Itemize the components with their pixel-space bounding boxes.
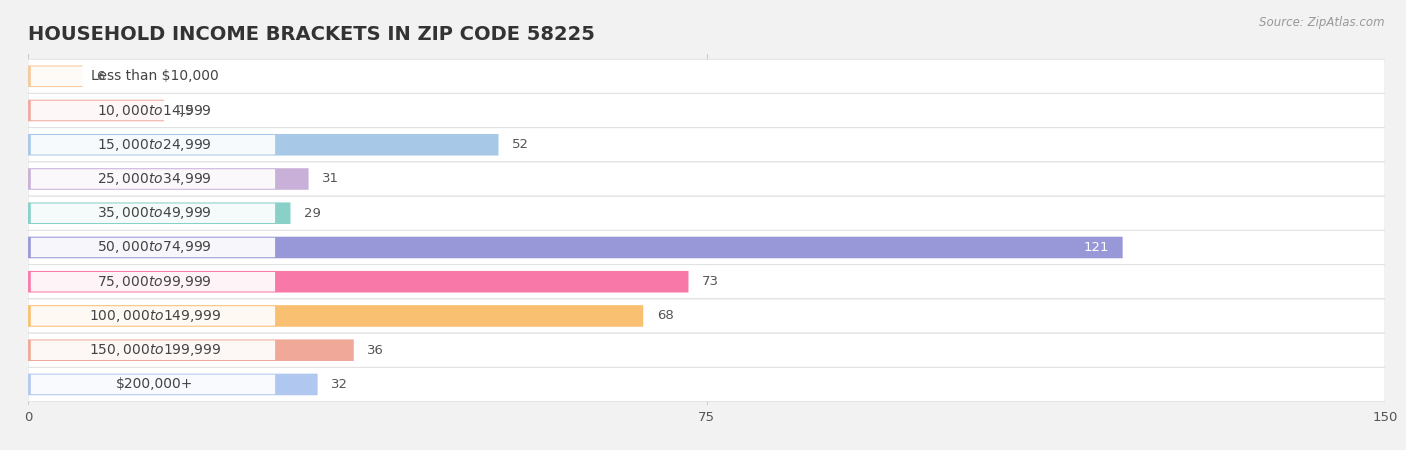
- Text: 31: 31: [322, 172, 339, 185]
- Text: 15: 15: [177, 104, 194, 117]
- FancyBboxPatch shape: [28, 128, 1385, 162]
- FancyBboxPatch shape: [28, 368, 1385, 401]
- FancyBboxPatch shape: [28, 271, 689, 292]
- Text: $10,000 to $14,999: $10,000 to $14,999: [97, 103, 212, 118]
- FancyBboxPatch shape: [31, 169, 276, 189]
- FancyBboxPatch shape: [28, 237, 1122, 258]
- Text: $50,000 to $74,999: $50,000 to $74,999: [97, 239, 212, 256]
- FancyBboxPatch shape: [28, 59, 1385, 93]
- FancyBboxPatch shape: [28, 374, 318, 395]
- Text: 6: 6: [96, 70, 104, 83]
- FancyBboxPatch shape: [28, 94, 1385, 127]
- Text: $150,000 to $199,999: $150,000 to $199,999: [89, 342, 221, 358]
- Text: 73: 73: [702, 275, 718, 288]
- Text: $75,000 to $99,999: $75,000 to $99,999: [97, 274, 212, 290]
- FancyBboxPatch shape: [28, 230, 1385, 265]
- FancyBboxPatch shape: [28, 65, 83, 87]
- Text: 52: 52: [512, 138, 529, 151]
- FancyBboxPatch shape: [31, 375, 276, 394]
- FancyBboxPatch shape: [28, 100, 165, 122]
- FancyBboxPatch shape: [28, 339, 354, 361]
- FancyBboxPatch shape: [31, 101, 276, 120]
- Text: $25,000 to $34,999: $25,000 to $34,999: [97, 171, 212, 187]
- Text: 36: 36: [367, 344, 384, 357]
- FancyBboxPatch shape: [28, 134, 499, 156]
- FancyBboxPatch shape: [28, 168, 308, 190]
- FancyBboxPatch shape: [31, 341, 276, 360]
- FancyBboxPatch shape: [31, 306, 276, 326]
- Text: 32: 32: [332, 378, 349, 391]
- FancyBboxPatch shape: [28, 162, 1385, 196]
- FancyBboxPatch shape: [28, 196, 1385, 230]
- FancyBboxPatch shape: [28, 333, 1385, 367]
- FancyBboxPatch shape: [31, 203, 276, 223]
- FancyBboxPatch shape: [28, 265, 1385, 299]
- Text: 121: 121: [1084, 241, 1109, 254]
- Text: 29: 29: [304, 207, 321, 220]
- FancyBboxPatch shape: [31, 272, 276, 292]
- Text: 68: 68: [657, 310, 673, 323]
- Text: $15,000 to $24,999: $15,000 to $24,999: [97, 137, 212, 153]
- FancyBboxPatch shape: [31, 238, 276, 257]
- Text: Less than $10,000: Less than $10,000: [91, 69, 218, 83]
- FancyBboxPatch shape: [28, 202, 291, 224]
- Text: $100,000 to $149,999: $100,000 to $149,999: [89, 308, 221, 324]
- Text: $200,000+: $200,000+: [117, 378, 194, 392]
- FancyBboxPatch shape: [31, 135, 276, 154]
- FancyBboxPatch shape: [28, 299, 1385, 333]
- FancyBboxPatch shape: [31, 67, 276, 86]
- FancyBboxPatch shape: [28, 305, 643, 327]
- Text: HOUSEHOLD INCOME BRACKETS IN ZIP CODE 58225: HOUSEHOLD INCOME BRACKETS IN ZIP CODE 58…: [28, 25, 595, 44]
- Text: $35,000 to $49,999: $35,000 to $49,999: [97, 205, 212, 221]
- Text: Source: ZipAtlas.com: Source: ZipAtlas.com: [1260, 16, 1385, 29]
